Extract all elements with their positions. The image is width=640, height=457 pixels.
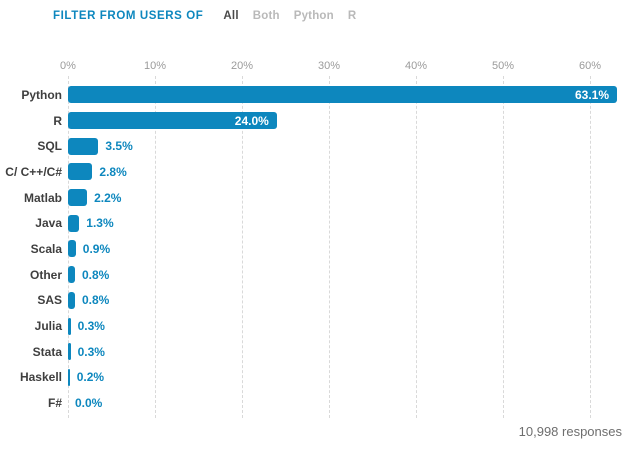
bar-row: C/ C++/C# 2.8%: [0, 159, 640, 185]
bar-track: 63.1%: [68, 86, 640, 104]
bar-track: 0.0%: [68, 395, 640, 412]
gridline: [155, 76, 156, 418]
x-axis-tick: 40%: [404, 60, 428, 72]
filter-label: FILTER FROM USERS OF: [53, 10, 204, 22]
gridline: [590, 76, 591, 418]
bar: [68, 214, 80, 232]
bar-row: SAS 0.8%: [0, 288, 640, 314]
bar: [68, 368, 70, 386]
x-axis-tick: 60%: [578, 60, 602, 72]
category-label: Stata: [32, 344, 62, 359]
category-label: Python: [21, 87, 62, 102]
category-label: C/ C++/C#: [5, 164, 62, 179]
bar-row: R 24.0%: [0, 108, 640, 134]
bar-row: F# 0.0%: [0, 390, 640, 416]
bar-track: 1.3%: [68, 214, 640, 232]
bar-track: 0.3%: [68, 343, 640, 361]
bar: [68, 317, 71, 335]
filter-bar: FILTER FROM USERS OF All Both Python R: [53, 10, 356, 22]
value-label: 2.2%: [94, 190, 122, 205]
bar-row: Haskell 0.2%: [0, 365, 640, 391]
bar-row: Other 0.8%: [0, 262, 640, 288]
x-axis-tick: 0%: [60, 60, 76, 72]
bar: [68, 137, 99, 155]
bar-track: 0.8%: [68, 266, 640, 284]
gridline: [242, 76, 243, 418]
x-axis-tick: 50%: [491, 60, 515, 72]
bar-row: Java 1.3%: [0, 210, 640, 236]
bar-track: 2.2%: [68, 189, 640, 207]
value-label: 0.9%: [82, 241, 111, 256]
value-label: 1.3%: [86, 216, 114, 231]
bar-track: 0.2%: [68, 368, 640, 386]
value-label: 2.8%: [99, 164, 127, 179]
value-label: 3.5%: [105, 139, 133, 154]
gridline: [503, 76, 504, 418]
x-axis-tick: 10%: [143, 60, 167, 72]
bar-row: Stata 0.3%: [0, 339, 640, 365]
bar: 24.0%: [68, 112, 277, 130]
bar: [68, 189, 88, 207]
bar: [68, 163, 93, 181]
value-label: 0.0%: [75, 396, 103, 411]
bar-row: Matlab 2.2%: [0, 185, 640, 211]
bar: [68, 291, 75, 309]
bar-track: 3.5%: [68, 137, 640, 155]
category-label: Other: [29, 267, 62, 282]
value-label: 0.2%: [76, 370, 105, 385]
bar-row: SQL 3.5%: [0, 133, 640, 159]
value-label: 0.3%: [77, 344, 105, 359]
bar-track: 0.8%: [68, 291, 640, 309]
value-label: 0.3%: [77, 319, 105, 334]
category-label: Haskell: [19, 370, 62, 385]
bar-track: 0.3%: [68, 317, 640, 335]
bar-row: Julia 0.3%: [0, 313, 640, 339]
bar: [68, 343, 71, 361]
bar-rows: Python 63.1% R 24.0% SQL 3.5% C/ C++/C# 2.8% Mat…: [0, 82, 640, 416]
category-label: SAS: [37, 293, 62, 308]
bar-track: 2.8%: [68, 163, 640, 181]
bar-row: Scala 0.9%: [0, 236, 640, 262]
bar: 63.1%: [68, 86, 617, 104]
bar-track: 24.0%: [68, 112, 640, 130]
category-label: R: [53, 113, 62, 128]
value-label: 63.1%: [574, 87, 609, 102]
filter-option-python[interactable]: Python: [293, 10, 334, 22]
category-label: Julia: [34, 319, 62, 334]
category-label: Java: [35, 216, 62, 231]
filter-option-r[interactable]: R: [347, 10, 357, 22]
bar-row: Python 63.1%: [0, 82, 640, 108]
bar: [68, 266, 75, 284]
bar-track: 0.9%: [68, 240, 640, 258]
category-label: Matlab: [23, 190, 62, 205]
responses-count: 10,998 responses: [518, 424, 622, 439]
value-label: 24.0%: [234, 113, 269, 128]
gridline: [329, 76, 330, 418]
category-label: SQL: [37, 139, 62, 154]
filter-option-all[interactable]: All: [223, 10, 239, 22]
value-label: 0.8%: [82, 293, 110, 308]
filter-option-both[interactable]: Both: [252, 10, 280, 22]
value-label: 0.8%: [82, 267, 110, 282]
category-label: F#: [47, 396, 62, 411]
gridline: [416, 76, 417, 418]
x-axis-tick: 20%: [230, 60, 254, 72]
bar: [68, 240, 76, 258]
x-axis-tick: 30%: [317, 60, 341, 72]
category-label: Scala: [30, 241, 62, 256]
